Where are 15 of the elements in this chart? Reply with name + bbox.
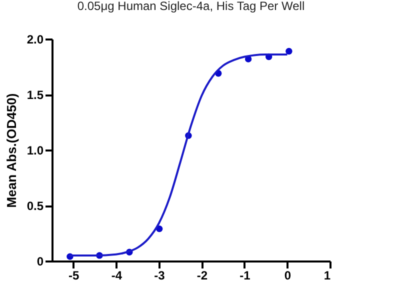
y-axis-title: Mean Abs.(OD450)	[4, 93, 19, 208]
y-tick-label: 0	[36, 254, 44, 268]
x-tick-label: -2	[196, 268, 208, 282]
x-tick-label: 0	[284, 268, 292, 282]
y-tick-label: 1.0	[26, 144, 44, 158]
chart-title: 0.05μg Human Siglec-4a, His Tag Per Well	[77, 0, 305, 13]
y-tick-label: 2.0	[26, 32, 44, 46]
x-tick-label: -4	[111, 268, 122, 282]
y-tick-label: 0.5	[26, 199, 44, 213]
y-tick-label: 1.5	[26, 88, 44, 102]
x-tick-label: 1	[324, 268, 331, 282]
x-tick-label: -3	[154, 268, 166, 282]
x-tick-label: -1	[240, 268, 251, 282]
x-tick-label: -5	[68, 268, 80, 282]
point	[286, 48, 292, 55]
